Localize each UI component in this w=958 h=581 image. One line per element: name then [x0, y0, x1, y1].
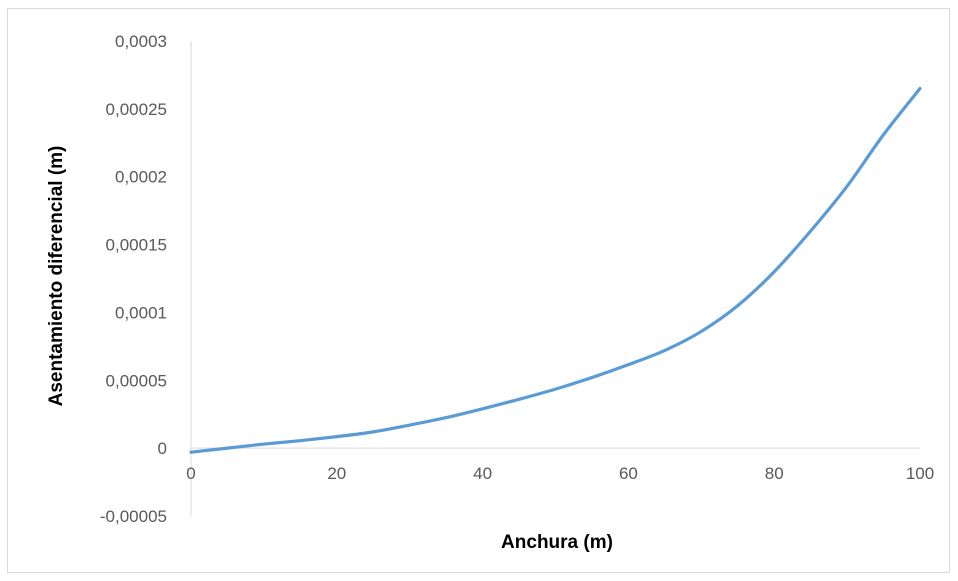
- x-tick-label: 40: [473, 464, 492, 483]
- x-tick-label: 60: [619, 464, 638, 483]
- y-tick-label: 0,0002: [115, 168, 167, 187]
- y-tick-label: 0,0001: [115, 303, 167, 322]
- series-line: [189, 86, 922, 454]
- y-axis-title: Asentamiento diferencial (m): [46, 146, 67, 407]
- y-tick-label: 0,00015: [106, 236, 167, 255]
- y-tick-label: 0,00005: [106, 371, 167, 390]
- y-tick-label: -0,00005: [100, 507, 167, 526]
- x-tick-label: 20: [327, 464, 346, 483]
- x-tick-label: 0: [186, 464, 195, 483]
- x-axis-title: Anchura (m): [501, 532, 613, 553]
- chart-area: [7, 8, 950, 573]
- x-tick-label: 80: [765, 464, 784, 483]
- y-tick-label: 0: [158, 439, 167, 458]
- y-tick-label: 0,00025: [106, 100, 167, 119]
- y-tick-label: 0,0003: [115, 32, 167, 51]
- x-tick-label: 100: [906, 464, 934, 483]
